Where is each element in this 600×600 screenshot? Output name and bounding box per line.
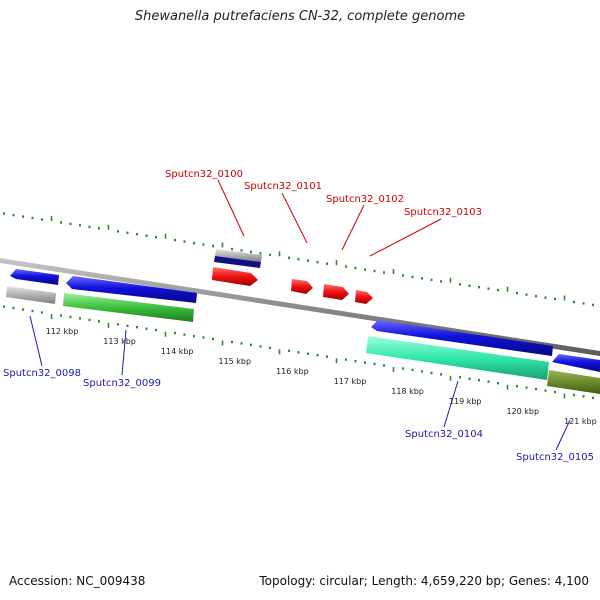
- label-Sputcn32_0098[interactable]: Sputcn32_0098: [3, 368, 81, 379]
- scale-label: 116 kbp: [276, 367, 309, 376]
- scale-label: 113 kbp: [103, 337, 136, 346]
- gene-arrow-blue-a[interactable]: [10, 269, 59, 285]
- gene-Sputcn32_0102[interactable]: [291, 279, 313, 294]
- label-Sputcn32_0104[interactable]: Sputcn32_0104: [405, 429, 483, 440]
- label-Sputcn32_0105[interactable]: Sputcn32_0105: [516, 452, 594, 463]
- gene-Sputcn32_0105[interactable]: [547, 370, 600, 394]
- scale-labels: 112 kbp 113 kbp 114 kbp 115 kbp 116 kbp 117 k…: [46, 327, 597, 426]
- gene-Sputcn32_0102b[interactable]: [323, 284, 349, 300]
- gene-Sputcn32_0100-lower[interactable]: [214, 256, 261, 268]
- gene-arrow-blue-c[interactable]: [371, 320, 553, 356]
- gene-Sputcn32_0100[interactable]: [215, 249, 262, 262]
- lower-tick-track: [3, 305, 594, 400]
- gene-Sputcn32_0104[interactable]: [366, 336, 549, 380]
- upper-tick-track: [3, 212, 594, 307]
- scale-label: 120 kbp: [506, 407, 539, 416]
- label-Sputcn32_0103[interactable]: Sputcn32_0103: [404, 207, 482, 218]
- gene-arrow-blue-b[interactable]: [66, 276, 197, 303]
- scale-label: 118 kbp: [391, 387, 424, 396]
- label-Sputcn32_0099[interactable]: Sputcn32_0099: [83, 378, 161, 389]
- gene-Sputcn32_0103[interactable]: [355, 290, 373, 304]
- label-Sputcn32_0101[interactable]: Sputcn32_0101: [244, 181, 322, 192]
- scale-label: 121 kbp: [564, 417, 597, 426]
- gene-arrow-blue-d[interactable]: [552, 354, 600, 372]
- bottom-label-leaders: [29, 315, 571, 451]
- genome-summary-text: Topology: circular; Length: 4,659,220 bp…: [259, 574, 589, 588]
- accession-text: Accession: NC_009438: [9, 574, 146, 588]
- genome-title: Shewanella putrefaciens CN-32, complete …: [134, 9, 466, 24]
- scale-label: 114 kbp: [161, 347, 194, 356]
- gene-Sputcn32_0099[interactable]: [63, 293, 194, 322]
- scale-label: 117 kbp: [334, 377, 367, 386]
- top-label-leaders: [217, 179, 442, 257]
- gene-Sputcn32_0098[interactable]: [6, 286, 56, 304]
- scale-label: 112 kbp: [46, 327, 79, 336]
- label-Sputcn32_0100[interactable]: Sputcn32_0100: [165, 169, 243, 180]
- label-Sputcn32_0102[interactable]: Sputcn32_0102: [326, 194, 404, 205]
- scale-label: 119 kbp: [449, 397, 482, 406]
- scale-label: 115 kbp: [218, 357, 251, 366]
- gene-Sputcn32_0101[interactable]: [212, 267, 258, 286]
